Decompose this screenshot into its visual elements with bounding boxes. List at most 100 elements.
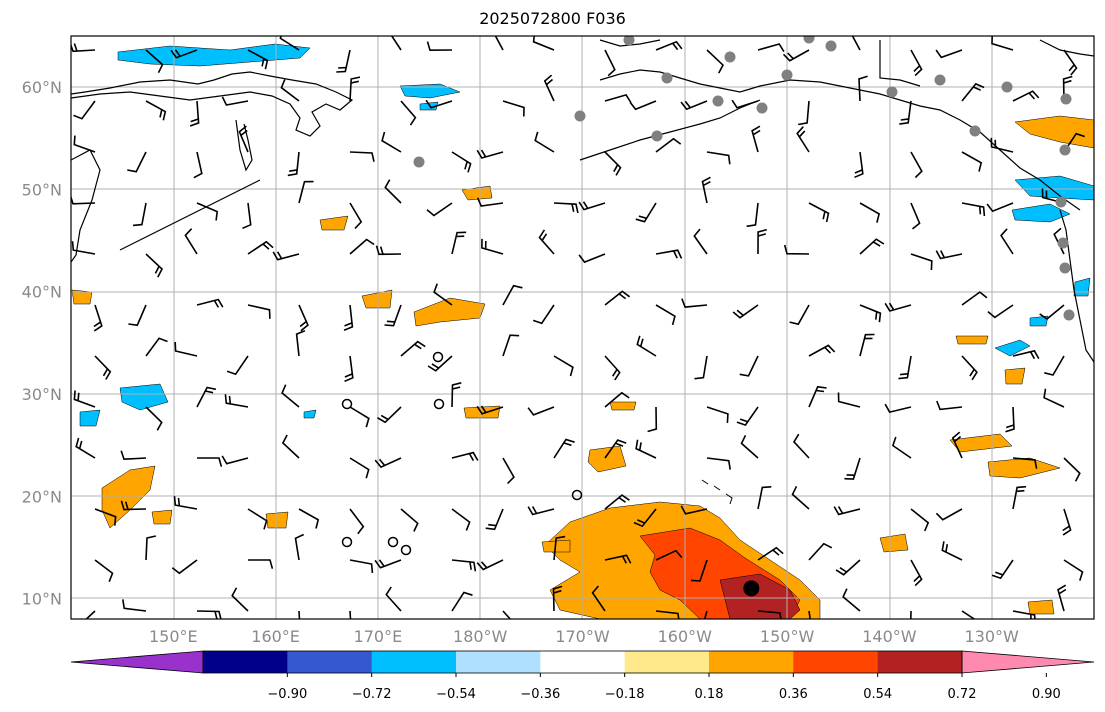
colorbar-label: −0.36 bbox=[520, 687, 560, 702]
lon-label: 160°W bbox=[658, 627, 713, 646]
wind-barb bbox=[854, 151, 864, 179]
wind-barb bbox=[833, 506, 861, 516]
wind-barb bbox=[757, 546, 784, 561]
wind-barb bbox=[751, 125, 761, 153]
wind-barb bbox=[532, 36, 555, 51]
wind-barb bbox=[127, 151, 147, 173]
wind-barb bbox=[808, 542, 833, 561]
wind-barb bbox=[174, 341, 198, 357]
wind-barb bbox=[732, 304, 759, 319]
colorbar-frame bbox=[202, 650, 963, 674]
wind-barb bbox=[842, 588, 861, 612]
wind-barb bbox=[425, 99, 453, 109]
wind-barb bbox=[145, 337, 168, 357]
wind-barb bbox=[936, 400, 963, 411]
wind-barb bbox=[951, 431, 963, 459]
gridlines bbox=[71, 36, 1094, 619]
wind-barb bbox=[703, 610, 708, 619]
wind-barb bbox=[502, 334, 520, 357]
colorbar-label: 0.72 bbox=[948, 687, 977, 702]
wind-barb bbox=[835, 559, 861, 576]
wind-barb bbox=[481, 238, 504, 255]
wind-barb bbox=[374, 457, 402, 469]
wind-barb bbox=[145, 253, 163, 278]
colorbar-label: −0.72 bbox=[352, 687, 392, 702]
wind-barb bbox=[226, 355, 249, 376]
map-frame bbox=[70, 35, 1095, 620]
wind-barb bbox=[400, 508, 419, 532]
wind-barb bbox=[837, 392, 861, 408]
station-dot bbox=[825, 40, 837, 52]
calm-circles bbox=[341, 351, 583, 556]
lon-label: 140°W bbox=[862, 627, 917, 646]
wind-barb bbox=[281, 434, 300, 459]
wind-barb bbox=[910, 202, 921, 230]
colorbar-label: −0.90 bbox=[267, 687, 307, 702]
wind-barb bbox=[343, 304, 354, 331]
wind-barb bbox=[961, 151, 983, 172]
wind-barb bbox=[427, 355, 453, 372]
wind-barb bbox=[93, 304, 103, 332]
station-dot bbox=[1055, 196, 1067, 208]
colorbar bbox=[70, 650, 1095, 674]
wind-barb bbox=[793, 433, 810, 459]
colorbar-extend-high bbox=[961, 650, 1095, 674]
wind-barb bbox=[451, 382, 462, 408]
storm-center-marker bbox=[743, 580, 760, 597]
lat-label: 10°N bbox=[22, 590, 62, 609]
wind-barb bbox=[636, 335, 657, 357]
wind-barb bbox=[859, 304, 882, 323]
wind-barb bbox=[170, 49, 198, 59]
hawaii-islands bbox=[701, 479, 733, 505]
wind-barb bbox=[1039, 304, 1065, 321]
wind-barb bbox=[706, 457, 731, 470]
wind-barb bbox=[247, 240, 274, 255]
colorbar-segment bbox=[456, 651, 541, 673]
wind-barb bbox=[451, 151, 472, 173]
wind-barb bbox=[740, 434, 759, 459]
wind-barb bbox=[543, 74, 555, 102]
wind-barb bbox=[400, 340, 426, 357]
wind-barb bbox=[808, 385, 827, 408]
wind-barb bbox=[910, 151, 923, 179]
wind-barb bbox=[122, 599, 147, 612]
wind-barb bbox=[1062, 75, 1073, 102]
wind-barb bbox=[859, 238, 885, 255]
wind-barb bbox=[197, 457, 223, 467]
wind-barb bbox=[633, 508, 657, 528]
wind-barb bbox=[891, 436, 912, 459]
wind-barb bbox=[231, 587, 249, 612]
wind-barb bbox=[736, 406, 759, 427]
coastlines bbox=[71, 39, 1094, 363]
wind-barb bbox=[859, 333, 875, 357]
wind-barb bbox=[782, 49, 810, 62]
station-dot bbox=[724, 51, 736, 63]
wind-barb bbox=[783, 244, 810, 255]
wind-barb bbox=[858, 75, 868, 102]
wind-barb bbox=[238, 125, 249, 153]
wind-barb bbox=[1012, 349, 1040, 360]
wind-barb bbox=[247, 304, 271, 319]
wind-barb bbox=[527, 406, 555, 416]
wind-barb bbox=[287, 151, 300, 177]
longitude-labels: 150°E 160°E 170°E 180°W 170°W 160°W 150°W 140°W… bbox=[149, 627, 1019, 646]
station-dot bbox=[1063, 309, 1075, 321]
station-dot bbox=[1059, 262, 1071, 274]
wind-barb bbox=[553, 535, 566, 561]
wind-barb bbox=[221, 96, 249, 106]
station-dot bbox=[781, 69, 793, 81]
wind-barb bbox=[693, 228, 708, 255]
wind-barb bbox=[851, 36, 861, 51]
wind-barb bbox=[694, 355, 708, 380]
wind-barb bbox=[884, 302, 912, 312]
wind-barb bbox=[502, 457, 515, 485]
wind-barb bbox=[991, 559, 1014, 580]
wind-barb bbox=[281, 384, 300, 408]
wind-barb bbox=[145, 49, 164, 74]
wind-barb bbox=[635, 439, 657, 459]
colorbar-extend-low bbox=[70, 650, 204, 674]
wind-barb bbox=[899, 100, 912, 125]
wind-barb bbox=[1063, 457, 1081, 482]
wind-barb bbox=[1063, 49, 1078, 76]
latitude-labels: 60°N 50°N 40°N 30°N 20°N 10°N bbox=[22, 78, 62, 608]
